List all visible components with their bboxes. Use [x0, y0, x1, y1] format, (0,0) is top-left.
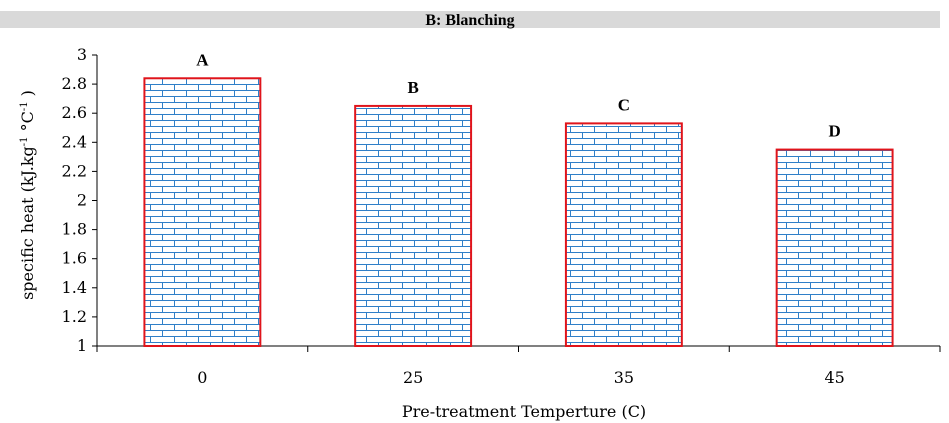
significance-letter: B — [407, 78, 418, 97]
x-tick-label: 45 — [824, 368, 844, 387]
y-tick-label: 1.4 — [62, 278, 87, 297]
bar — [143, 77, 262, 347]
y-axis-title: specific heat (kJ.kg-1 °C-1 ) — [18, 90, 37, 300]
x-tick-label: 35 — [614, 368, 634, 387]
y-axis-title-end: ) — [18, 90, 37, 101]
chart-title: B: Blanching — [425, 12, 514, 29]
y-tick-label: 3 — [77, 45, 87, 64]
title-band — [0, 11, 940, 28]
x-axis: 0 25 35 45 — [96, 345, 941, 387]
significance-letter: A — [196, 50, 209, 69]
y-axis-title-sup1: -1 — [19, 136, 30, 146]
y-tick-label: 2.8 — [62, 74, 87, 93]
significance-letter: C — [618, 95, 630, 114]
bar — [775, 148, 894, 347]
bars: A B C D — [143, 50, 894, 348]
bar — [564, 122, 683, 348]
y-tick-label: 1.8 — [62, 220, 87, 239]
y-axis: 1 1.2 1.4 1.6 1.8 2 2.2 2.4 2.6 2.8 3 — [62, 45, 98, 355]
y-tick-label: 1 — [77, 336, 87, 355]
bar — [354, 104, 473, 347]
x-tick-label: 0 — [197, 368, 207, 387]
y-axis-title-base: specific heat (kJ.kg — [18, 146, 37, 300]
y-tick-label: 2.2 — [62, 161, 87, 180]
y-tick-label: 2 — [77, 191, 87, 210]
y-tick-label: 1.2 — [62, 307, 87, 326]
y-tick-label: 2.6 — [62, 103, 87, 122]
x-tick-label: 25 — [403, 368, 423, 387]
y-tick-label: 2.4 — [62, 132, 87, 151]
y-tick-label: 1.6 — [62, 249, 87, 268]
y-axis-title-sup2: -1 — [19, 101, 30, 111]
x-axis-title: Pre-treatment Temperture (C) — [402, 402, 646, 421]
significance-letter: D — [828, 122, 840, 141]
y-axis-title-mid: °C — [18, 111, 37, 136]
